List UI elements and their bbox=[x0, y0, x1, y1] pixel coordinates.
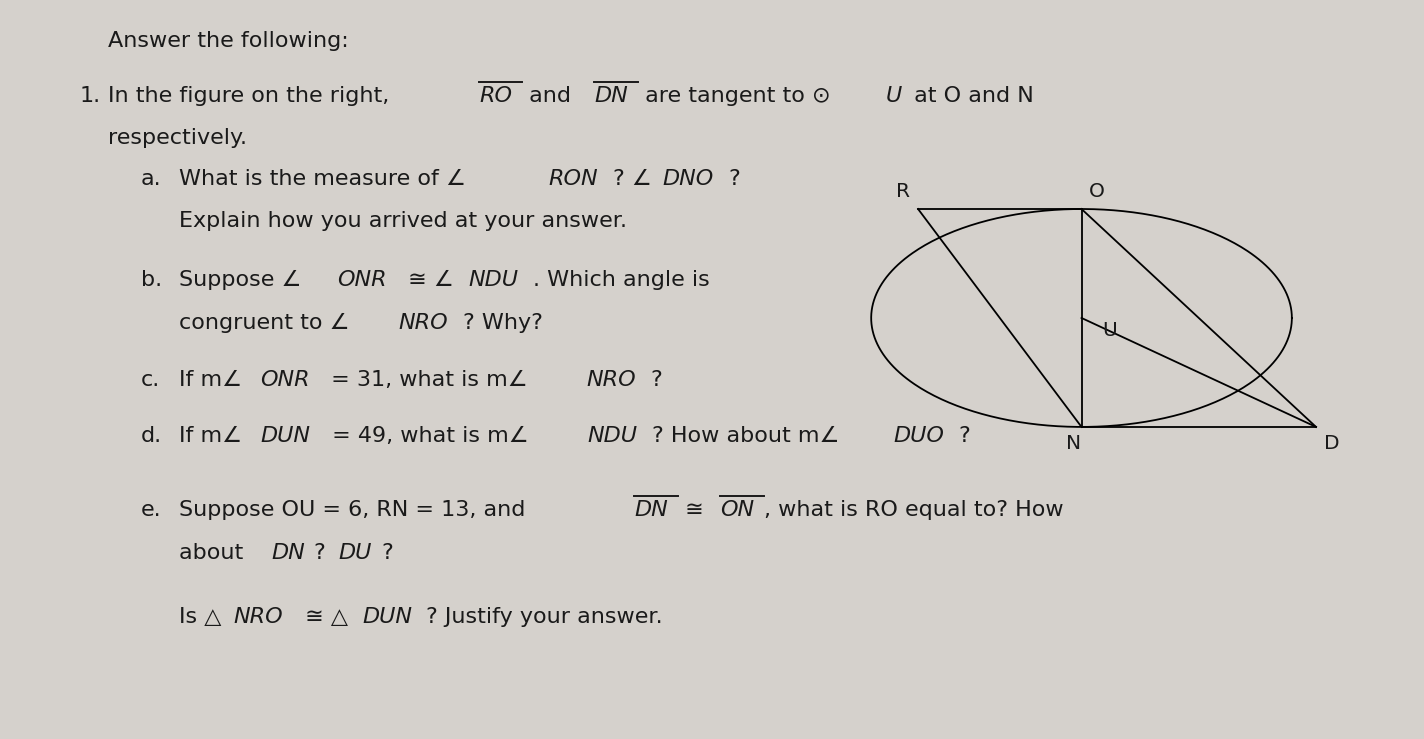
Text: b.: b. bbox=[141, 270, 162, 290]
Text: Explain how you arrived at your answer.: Explain how you arrived at your answer. bbox=[179, 211, 627, 231]
Text: ?: ? bbox=[958, 426, 970, 446]
Text: O: O bbox=[1089, 182, 1105, 201]
Text: N: N bbox=[1067, 434, 1081, 452]
Text: are tangent to ⊙: are tangent to ⊙ bbox=[638, 86, 830, 106]
Text: respectively.: respectively. bbox=[108, 128, 246, 148]
Text: = 49, what is m∠: = 49, what is m∠ bbox=[325, 426, 528, 446]
Text: What is the measure of ∠: What is the measure of ∠ bbox=[179, 168, 466, 188]
Text: If m∠: If m∠ bbox=[179, 370, 242, 389]
Text: and: and bbox=[521, 86, 578, 106]
Text: If m∠: If m∠ bbox=[179, 426, 242, 446]
Text: ? ∠: ? ∠ bbox=[612, 168, 651, 188]
Text: Is △: Is △ bbox=[179, 607, 221, 627]
Text: NRO: NRO bbox=[587, 370, 637, 389]
Text: ? Why?: ? Why? bbox=[463, 313, 543, 333]
Text: ? How about m∠: ? How about m∠ bbox=[652, 426, 839, 446]
Text: DNO: DNO bbox=[662, 168, 713, 188]
Text: ≅ ∠: ≅ ∠ bbox=[400, 270, 454, 290]
Text: ?: ? bbox=[382, 542, 393, 562]
Text: ?: ? bbox=[729, 168, 740, 188]
Text: DUN: DUN bbox=[261, 426, 310, 446]
Text: DU: DU bbox=[339, 542, 372, 562]
Text: congruent to ∠: congruent to ∠ bbox=[179, 313, 350, 333]
Text: ONR: ONR bbox=[261, 370, 310, 389]
Text: RO: RO bbox=[480, 86, 513, 106]
Text: NDU: NDU bbox=[587, 426, 637, 446]
Text: RON: RON bbox=[548, 168, 598, 188]
Text: NRO: NRO bbox=[234, 607, 283, 627]
Text: ?: ? bbox=[651, 370, 662, 389]
Text: e.: e. bbox=[141, 500, 161, 520]
Text: DUO: DUO bbox=[893, 426, 944, 446]
Text: ONR: ONR bbox=[337, 270, 386, 290]
Text: Suppose ∠: Suppose ∠ bbox=[179, 270, 302, 290]
Text: ?: ? bbox=[315, 542, 333, 562]
Text: ON: ON bbox=[721, 500, 755, 520]
Text: 1.: 1. bbox=[80, 86, 101, 106]
Text: , what is RO equal to? How: , what is RO equal to? How bbox=[765, 500, 1064, 520]
Text: R: R bbox=[896, 182, 910, 201]
Text: at O and N: at O and N bbox=[907, 86, 1034, 106]
Text: d.: d. bbox=[141, 426, 162, 446]
Text: U: U bbox=[886, 86, 901, 106]
Text: Answer the following:: Answer the following: bbox=[108, 31, 349, 51]
Text: ≅: ≅ bbox=[678, 500, 711, 520]
Text: NRO: NRO bbox=[399, 313, 449, 333]
Text: U: U bbox=[1102, 321, 1116, 340]
Text: ≅ △: ≅ △ bbox=[298, 607, 347, 627]
Text: = 31, what is m∠: = 31, what is m∠ bbox=[325, 370, 528, 389]
Text: Suppose OU = 6, RN = 13, and: Suppose OU = 6, RN = 13, and bbox=[179, 500, 533, 520]
Text: DN: DN bbox=[634, 500, 668, 520]
Text: NDU: NDU bbox=[468, 270, 518, 290]
Text: c.: c. bbox=[141, 370, 159, 389]
Text: a.: a. bbox=[141, 168, 161, 188]
Text: . Which angle is: . Which angle is bbox=[533, 270, 711, 290]
Text: about: about bbox=[179, 542, 251, 562]
Text: D: D bbox=[1324, 434, 1340, 452]
Text: DN: DN bbox=[271, 542, 305, 562]
Text: ? Justify your answer.: ? Justify your answer. bbox=[426, 607, 664, 627]
Text: DUN: DUN bbox=[362, 607, 412, 627]
Text: DN: DN bbox=[594, 86, 628, 106]
Text: In the figure on the right,: In the figure on the right, bbox=[108, 86, 396, 106]
